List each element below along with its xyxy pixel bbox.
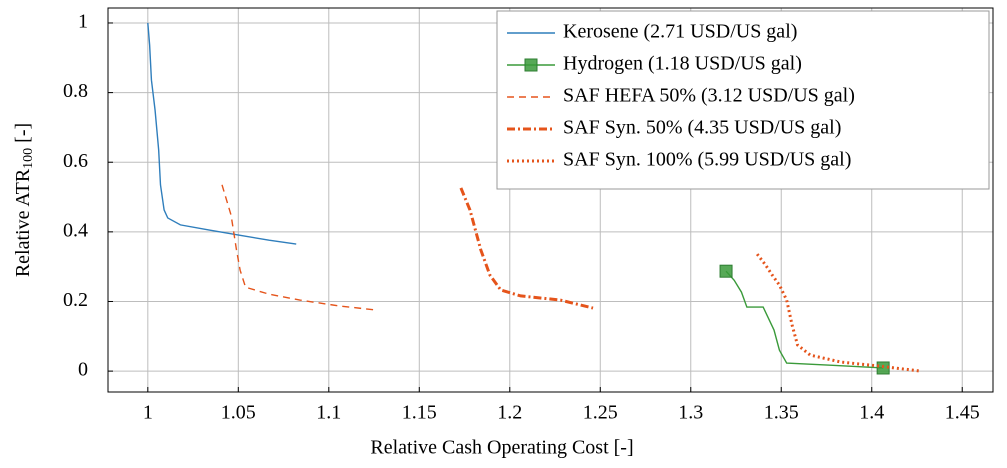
x-tick-label: 1.35	[764, 402, 799, 424]
legend-label: Kerosene (2.71 USD/US gal)	[563, 21, 797, 43]
marker	[719, 264, 733, 278]
series-line	[755, 253, 921, 373]
x-tick-label: 1.2	[497, 402, 522, 424]
x-tick-label: 1.15	[402, 402, 437, 424]
y-axis-label: Relative ATR100 [-]	[12, 123, 37, 277]
y-tick-label: 1	[78, 11, 88, 33]
x-tick-label: 1.05	[221, 402, 256, 424]
y-label-subscript: 100	[21, 148, 36, 169]
legend-label: SAF HEFA 50% (3.12 USD/US gal)	[563, 85, 855, 107]
y-tick-label: 0.8	[63, 80, 88, 102]
legend-marker	[524, 58, 538, 72]
legend-label: Hydrogen (1.18 USD/US gal)	[563, 53, 802, 75]
series-line	[725, 270, 884, 369]
x-axis-label: Relative Cash Operating Cost [-]	[370, 437, 633, 459]
x-tick-label: 1.1	[316, 402, 341, 424]
legend-label: SAF Syn. 50% (4.35 USD/US gal)	[563, 117, 841, 139]
series-line	[147, 22, 297, 245]
legend-box	[496, 10, 990, 190]
y-label-text: Relative ATR	[12, 168, 34, 277]
y-tick-label: 0.4	[63, 219, 88, 241]
y-tick-label: 0.6	[63, 150, 88, 172]
plot-frame	[107, 7, 994, 393]
y-tick-label: 0.2	[63, 289, 88, 311]
x-tick-label: 1.4	[859, 402, 884, 424]
x-tick-label: 1.25	[583, 402, 618, 424]
x-tick-label: 1	[143, 402, 153, 424]
series-line	[459, 187, 594, 310]
x-tick-label: 1.45	[945, 402, 980, 424]
legend-label: SAF Syn. 100% (5.99 USD/US gal)	[563, 149, 851, 171]
y-tick-label: 0	[78, 359, 88, 381]
series-line	[221, 184, 378, 311]
y-label-suffix: [-]	[12, 123, 34, 143]
x-tick-label: 1.3	[678, 402, 703, 424]
